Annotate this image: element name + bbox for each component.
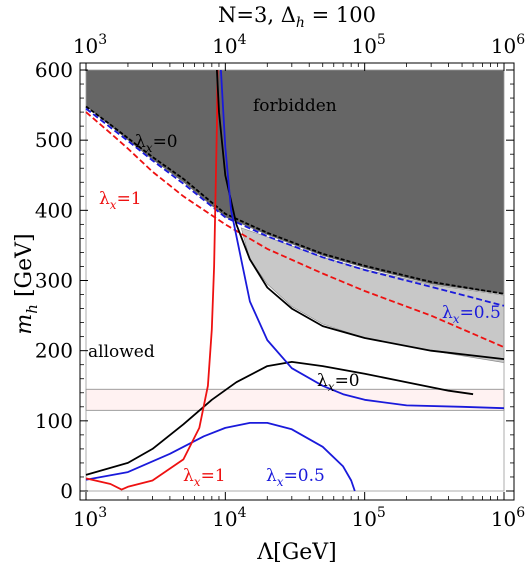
x-tick-label-bottom-0: 103 — [73, 505, 107, 531]
x-tick-label-bottom-2: 105 — [351, 505, 385, 531]
y-tick-label-3: 300 — [35, 269, 73, 293]
x-tick-label-top-0: 103 — [73, 32, 107, 58]
annotation-5: λx=0 — [317, 371, 360, 394]
y-tick-label-2: 200 — [35, 339, 73, 363]
series-line-6 — [216, 69, 505, 360]
annotation-6: λx=1 — [183, 466, 226, 489]
x-tick-label-bottom-3: 106 — [491, 505, 525, 531]
chart-title: N=3, Δh = 100 — [218, 3, 376, 31]
plot-area — [85, 69, 505, 492]
x-tick-label-top-1: 104 — [212, 32, 246, 58]
annotation-4: λx=0.5 — [442, 303, 501, 326]
annotations: forbidden allowed λx=0 λx=1 λx=0.5 λx=0 λx=1 λx… — [88, 96, 501, 489]
y-tick-label-5: 500 — [35, 128, 73, 152]
series-line-3 — [85, 360, 474, 476]
y-tick-label-4: 400 — [35, 198, 73, 222]
forbidden-region — [86, 70, 504, 295]
x-tick-label-top-2: 105 — [351, 32, 385, 58]
x-tick-label-bottom-1: 104 — [212, 505, 246, 531]
series-line-1 — [85, 107, 505, 307]
series-line-0 — [85, 105, 505, 295]
y-tick-label-1: 100 — [35, 409, 73, 433]
annotation-3: λx=1 — [99, 189, 142, 212]
annotation-2: λx=0 — [135, 132, 178, 155]
series-line-7 — [220, 69, 505, 410]
axis-ticks — [80, 63, 514, 500]
annotation-7: λx=0.5 — [266, 466, 325, 489]
series-line-4 — [85, 421, 356, 492]
annotation-1: allowed — [88, 342, 155, 362]
y-tick-label-0: 0 — [60, 479, 73, 503]
series-line-5 — [85, 69, 219, 491]
x-tick-label-top-3: 106 — [491, 32, 525, 58]
annotation-0: forbidden — [253, 96, 337, 116]
x-axis-label: Λ[GeV] — [256, 540, 337, 565]
axis-labels: 103 103 104 104 105 105 106 106 0 100 200 300 400 500… — [12, 3, 525, 565]
plot-frame — [79, 62, 515, 501]
y-tick-label-6: 600 — [35, 58, 73, 82]
y-axis-label: mh [GeV] — [12, 233, 41, 334]
series-line-2 — [85, 111, 505, 349]
